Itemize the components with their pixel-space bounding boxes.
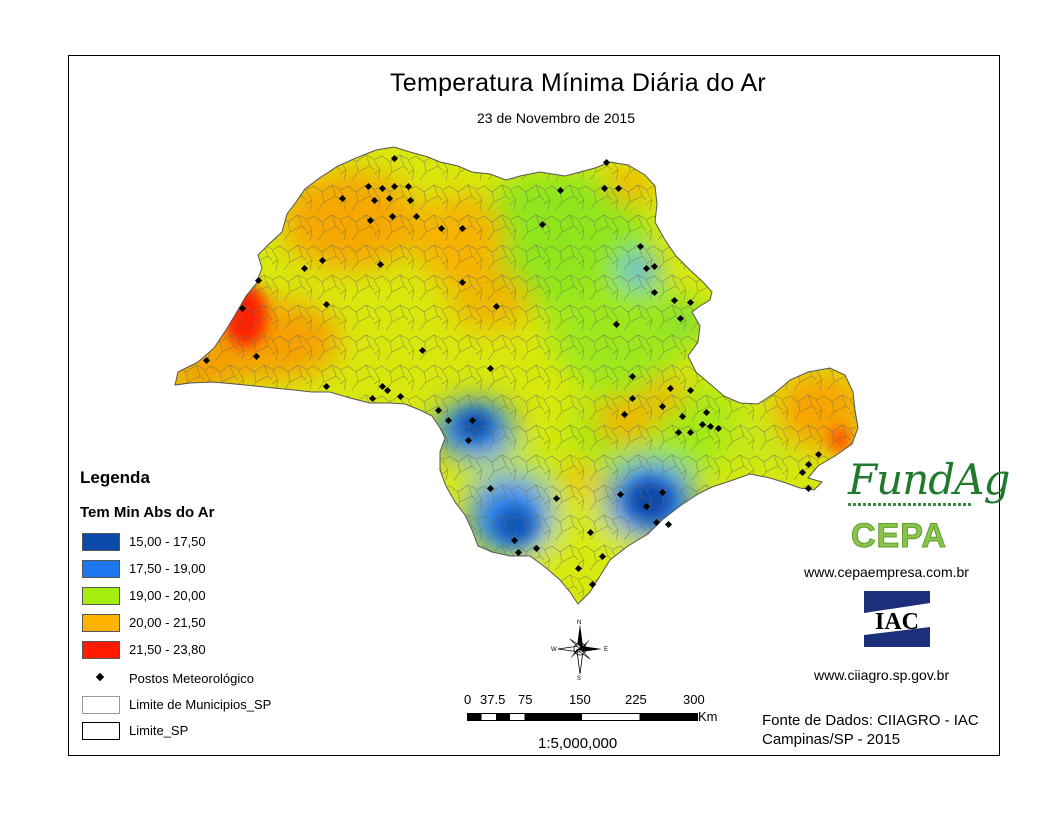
cepa-url: www.cepaempresa.com.br (804, 564, 969, 580)
scale-tick-label: 225 (625, 692, 647, 707)
compass-s: S (577, 676, 581, 680)
ciiagro-url: www.ciiagro.sp.gov.br (814, 667, 950, 683)
legend-state-label: Limite_SP (129, 723, 189, 738)
cepa-logo: CEPA (851, 517, 947, 556)
legend-municipalities-label: Limite de Municipios_SP (129, 697, 272, 712)
legend-class-label: 17,50 - 19,00 (129, 561, 206, 576)
scale-tick-label: 37.5 (480, 692, 506, 707)
compass-n: N (577, 620, 581, 626)
legend-variable: Tem Min Abs do Ar (80, 504, 215, 521)
scale-unit: Km (698, 709, 718, 724)
legend-box (82, 722, 120, 740)
iac-logo-text: IAC (875, 609, 919, 635)
compass-w: W (551, 647, 557, 653)
legend-class-label: 15,00 - 17,50 (129, 534, 206, 549)
scale-tick-label: 75 (518, 692, 533, 707)
legend-stations-label: Postos Meteorológico (129, 671, 255, 686)
legend-swatch (82, 533, 120, 551)
legend-swatch (82, 587, 120, 605)
data-source: Fonte de Dados: CIIAGRO - IAC (762, 712, 979, 729)
legend-class-label: 20,00 - 21,50 (129, 615, 206, 630)
temperature-map (174, 146, 859, 605)
legend-box (82, 696, 120, 714)
legend-swatch (82, 641, 120, 659)
fundag-logo-tagline (848, 503, 973, 506)
scale-bar (467, 713, 698, 721)
map-title: Temperatura Mínima Diária do Ar (389, 69, 767, 97)
scale-tick-label: 300 (683, 692, 705, 707)
scale-tick-label: 150 (569, 692, 591, 707)
compass-rose-icon: N S W E (551, 620, 608, 680)
scale-tick-label: 0 (464, 692, 472, 707)
scale-ratio: 1:5,000,000 (538, 735, 618, 752)
station-markers (202, 154, 823, 589)
legend-class-label: 21,50 - 23,80 (129, 642, 206, 657)
iac-logo: IAC (864, 591, 930, 647)
data-source-place: Campinas/SP - 2015 (762, 731, 901, 748)
legend-heading: Legenda (80, 468, 150, 487)
fundag-logo: FundAg (848, 455, 1010, 504)
map-frame (68, 55, 1000, 756)
map-date: 23 de Novembro de 2015 (477, 110, 635, 126)
legend-swatch (82, 614, 120, 632)
legend-swatch (82, 560, 120, 578)
compass-e: E (604, 647, 608, 653)
legend-class-label: 19,00 - 20,00 (129, 588, 206, 603)
